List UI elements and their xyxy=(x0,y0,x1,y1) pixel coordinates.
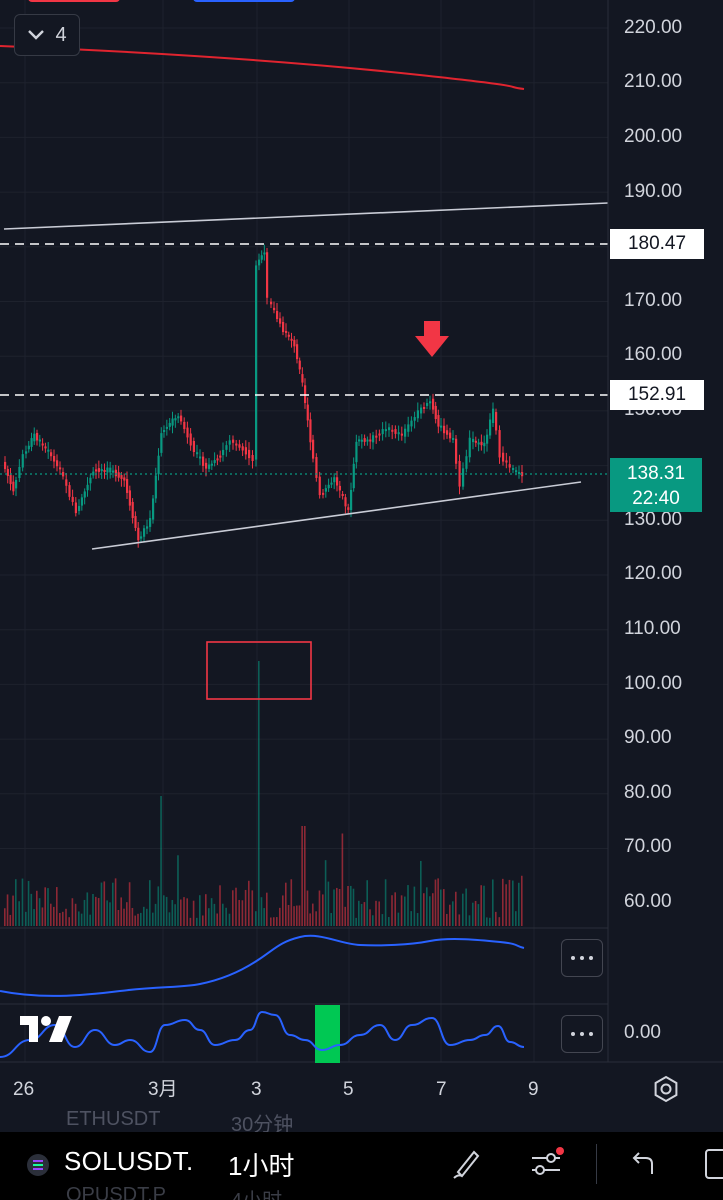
watchlist-row-peek-bottom: OPUSDT.P 4小时 xyxy=(0,1186,723,1200)
price-tick: 190.00 xyxy=(624,181,683,202)
grid-lines xyxy=(0,0,608,1062)
toolbar-divider xyxy=(596,1144,597,1184)
date-tick: 5 xyxy=(343,1079,354,1100)
dot xyxy=(580,1032,584,1036)
indicator-one-more-button[interactable] xyxy=(561,939,603,977)
chevron-down-icon xyxy=(28,30,45,40)
bar-countdown: 22:40 xyxy=(632,488,680,509)
price-tick: 90.00 xyxy=(624,727,672,748)
watchlist-symbol: OPUSDT.P xyxy=(66,1186,167,1200)
price-tick: 210.00 xyxy=(624,71,683,92)
indicator-two-value: 0.00 xyxy=(624,1022,661,1043)
date-tick: 3 xyxy=(251,1079,262,1100)
indicator-one-line xyxy=(0,934,525,997)
price-tick: 60.00 xyxy=(624,891,672,912)
upper-trend-line[interactable] xyxy=(3,202,609,230)
collapse-count: 4 xyxy=(55,23,67,46)
watchlist-timeframe: 4小时 xyxy=(231,1186,282,1200)
dot xyxy=(589,956,593,960)
top-tab-red[interactable] xyxy=(28,0,120,2)
lower-trend-line[interactable] xyxy=(91,481,582,550)
high-price-tag[interactable]: 180.47 xyxy=(610,229,704,259)
current-price: 138.31 xyxy=(626,463,686,484)
candlesticks xyxy=(4,244,524,548)
price-tick: 70.00 xyxy=(624,836,672,857)
price-tick: 220.00 xyxy=(624,17,683,38)
bottom-toolbar: SOLUSDT. 1小时 xyxy=(0,1132,723,1200)
dot xyxy=(571,956,575,960)
dot xyxy=(571,1032,575,1036)
indicator-highlight-zone xyxy=(315,1005,340,1063)
price-tick: 80.00 xyxy=(624,782,672,803)
watchlist-row-peek: ETHUSDT 30分钟 xyxy=(0,1110,723,1132)
watchlist-timeframe: 30分钟 xyxy=(231,1114,294,1132)
tradingview-logo-icon xyxy=(20,1016,72,1042)
chart-settings-gear-icon[interactable] xyxy=(652,1075,680,1103)
date-tick: 7 xyxy=(436,1079,447,1100)
collapse-indicators-button[interactable]: 4 xyxy=(14,14,80,56)
watchlist-symbol: ETHUSDT xyxy=(66,1110,161,1130)
dot xyxy=(580,956,584,960)
current-price-tag[interactable]: 138.31 22:40 xyxy=(610,458,702,512)
indicator-settings-icon[interactable] xyxy=(526,1144,566,1184)
dot xyxy=(589,1032,593,1036)
chart-area[interactable]: 4 220.00 210.00 200.00 190.00 170.00 160… xyxy=(0,0,723,1110)
price-chart[interactable] xyxy=(0,0,723,1110)
resistance-price-tag[interactable]: 152.91 xyxy=(610,380,704,410)
price-tick: 200.00 xyxy=(624,126,683,147)
price-tick: 160.00 xyxy=(624,344,683,365)
moving-average-line xyxy=(0,45,525,90)
drawing-pen-icon[interactable] xyxy=(446,1144,486,1184)
undo-icon[interactable] xyxy=(620,1144,660,1184)
date-tick: 9 xyxy=(528,1079,539,1100)
solana-logo-icon xyxy=(27,1154,49,1176)
price-tick: 100.00 xyxy=(624,673,683,694)
volume-bars xyxy=(4,661,523,926)
price-tick: 130.00 xyxy=(624,509,683,530)
layout-icon[interactable] xyxy=(700,1144,723,1184)
timeframe-button[interactable]: 1小时 xyxy=(228,1151,295,1181)
indicator-two-line xyxy=(0,1010,525,1058)
symbol-button[interactable]: SOLUSDT. xyxy=(64,1146,194,1176)
down-arrow-annotation xyxy=(415,321,449,357)
volume-spike-highlight-box xyxy=(206,641,312,700)
date-tick: 26 xyxy=(13,1079,35,1100)
top-tab-blue[interactable] xyxy=(193,0,295,2)
price-tick: 110.00 xyxy=(624,618,681,639)
date-tick: 3月 xyxy=(148,1079,178,1100)
price-tick: 120.00 xyxy=(624,563,683,584)
indicator-two-more-button[interactable] xyxy=(561,1015,603,1053)
price-tick: 170.00 xyxy=(624,290,683,311)
